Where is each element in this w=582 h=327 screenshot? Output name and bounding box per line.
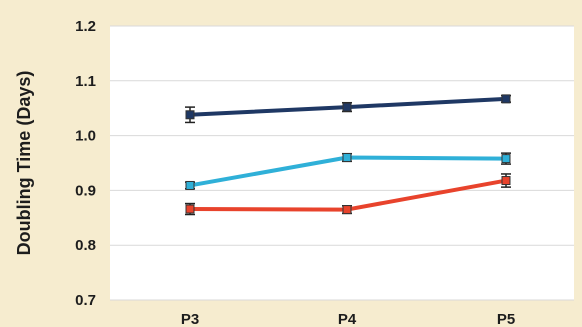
x-tick-label: P3	[181, 311, 199, 327]
y-axis-title: Doubling Time (Days)	[14, 71, 34, 256]
data-point	[501, 176, 511, 186]
y-tick-label: 1.1	[75, 73, 96, 90]
data-point	[342, 102, 352, 112]
data-point	[185, 204, 195, 214]
y-tick-label: 1.0	[75, 128, 96, 145]
series-line-1	[185, 94, 511, 124]
data-point	[342, 205, 352, 215]
series-line-3	[185, 173, 511, 216]
data-point	[342, 153, 352, 163]
data-point	[501, 94, 511, 104]
y-tick-label: 0.7	[75, 292, 96, 309]
data-series	[185, 94, 511, 216]
x-tick-labels: P3 P4 P5	[181, 311, 515, 327]
series-line-2	[185, 152, 511, 190]
data-point	[185, 180, 195, 190]
data-point	[501, 154, 511, 164]
y-tick-label: 0.8	[75, 237, 96, 254]
x-tick-label: P4	[338, 311, 357, 327]
gridlines	[110, 25, 574, 301]
plot-area	[110, 26, 574, 300]
x-tick-label: P5	[497, 311, 515, 327]
y-tick-labels: 0.7 0.8 0.9 1.0 1.1 1.2	[75, 18, 96, 309]
y-tick-label: 0.9	[75, 182, 96, 199]
y-tick-label: 1.2	[75, 18, 96, 35]
data-point	[185, 110, 195, 120]
